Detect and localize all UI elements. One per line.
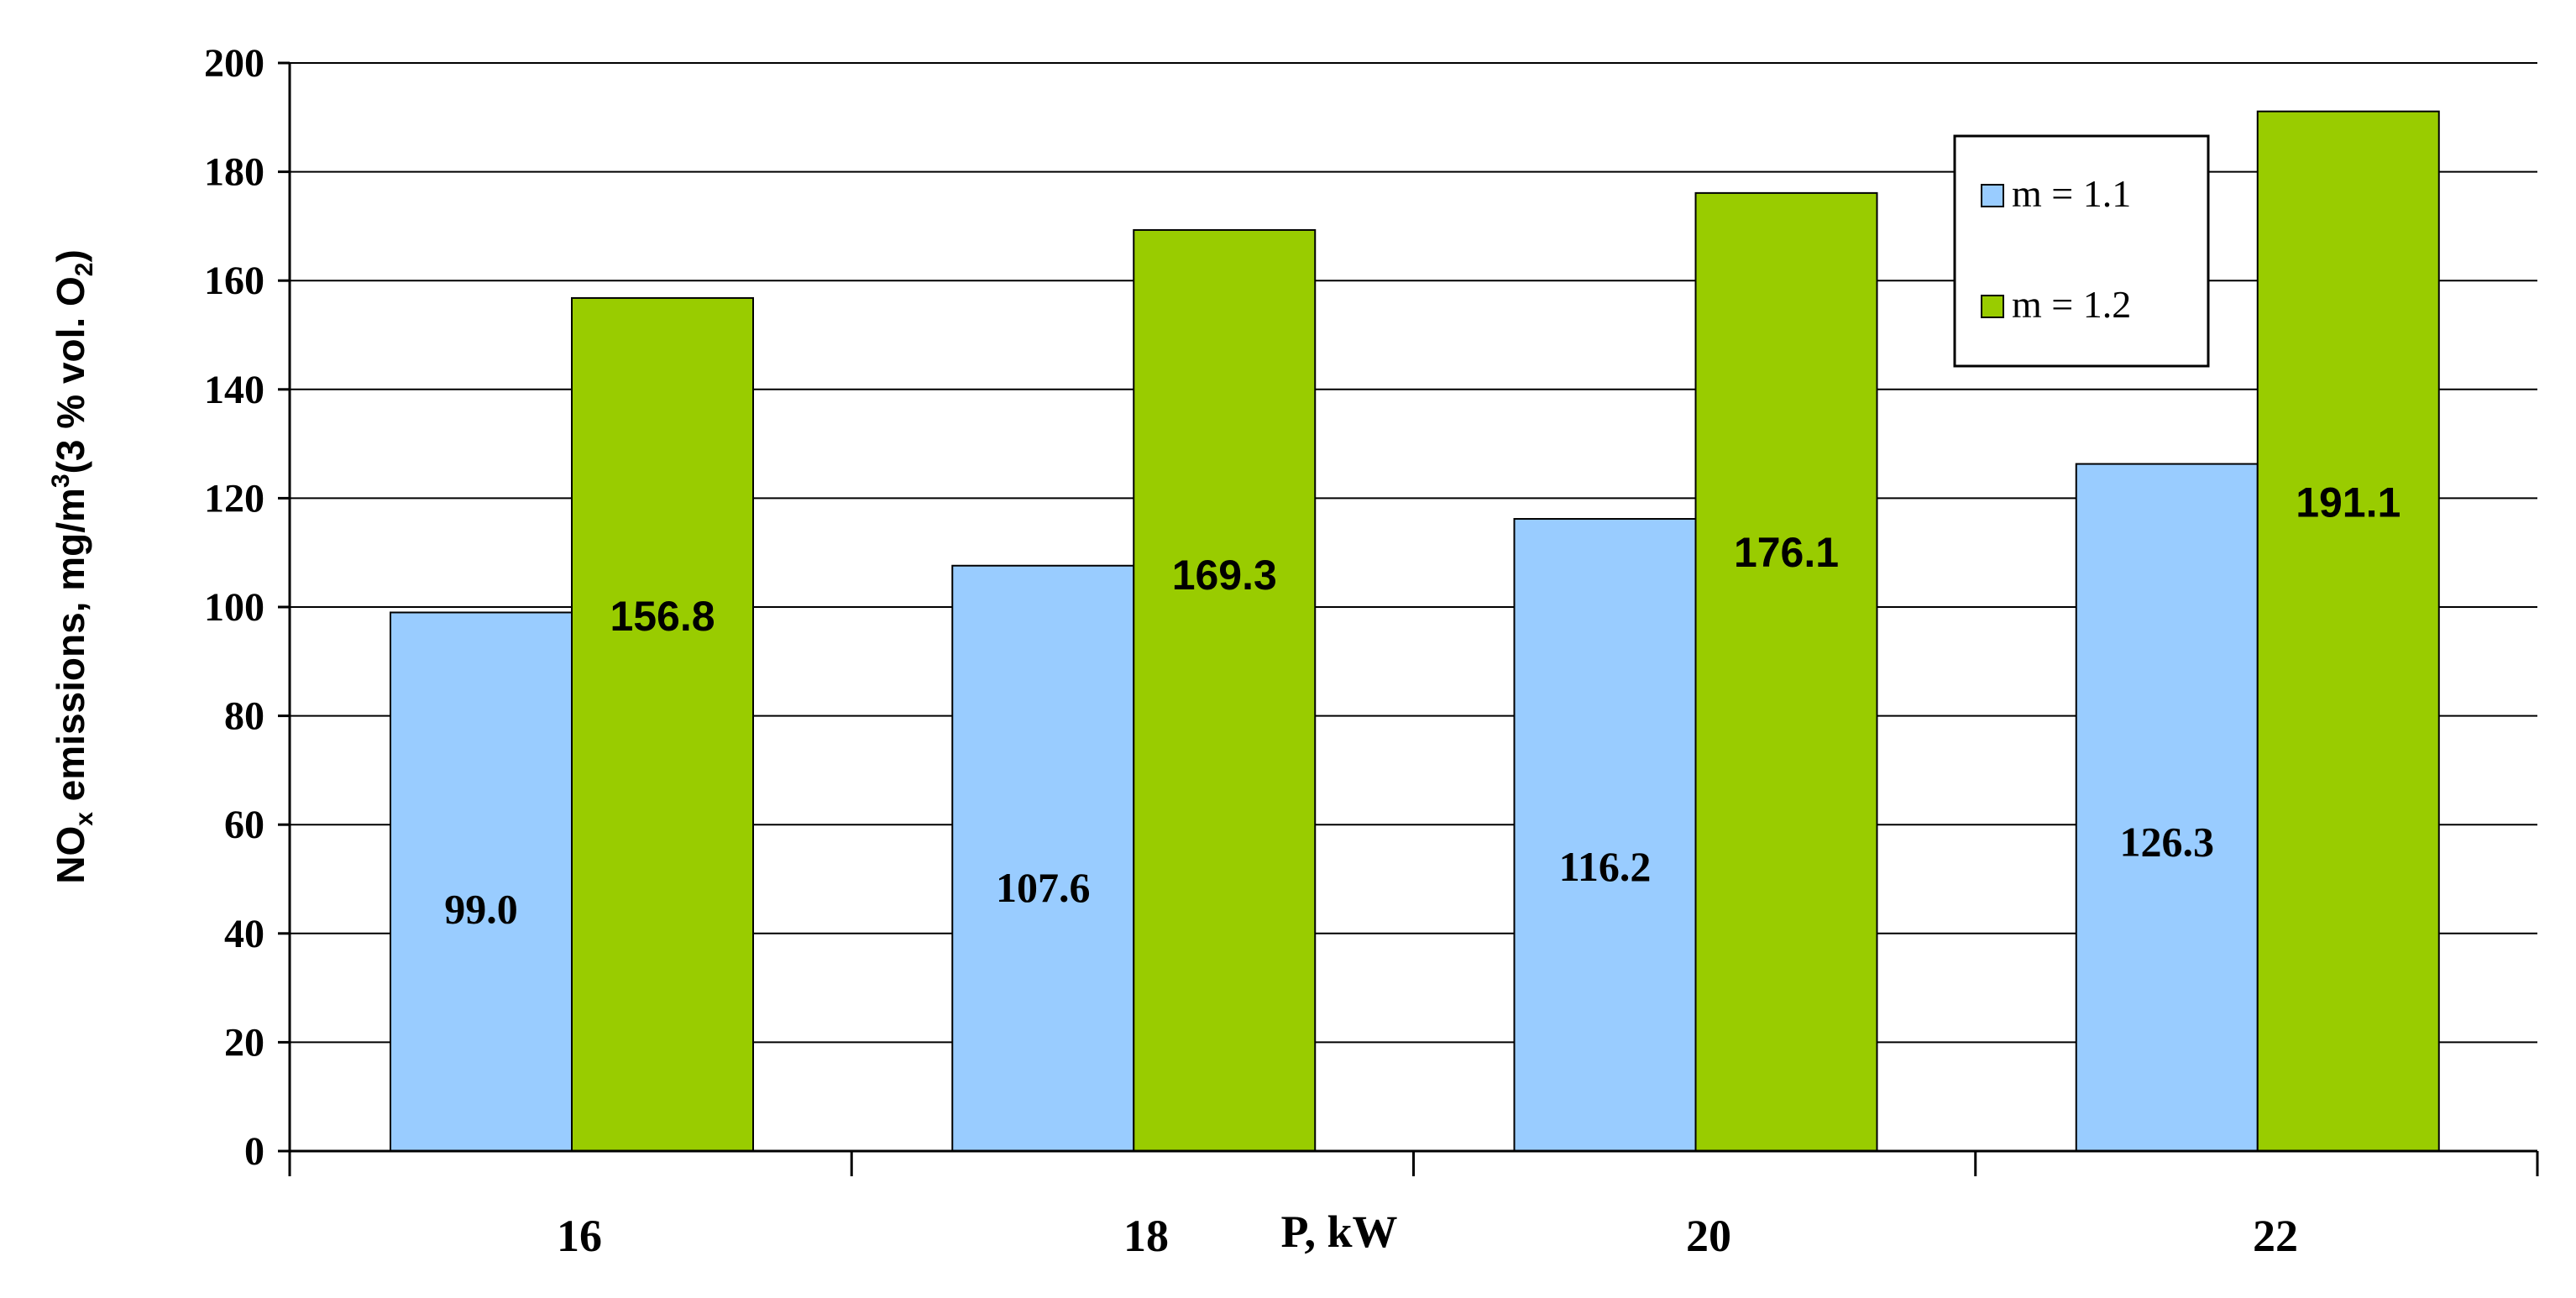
y-tick-label: 80: [224, 694, 264, 739]
legend-box: [1953, 134, 2210, 368]
y-tick-label: 140: [204, 368, 264, 412]
legend-swatch-m-1-1: [1981, 184, 2004, 207]
legend: m = 1.1 m = 1.2: [1953, 134, 2210, 368]
legend-label-m-1-2: m = 1.2: [2012, 283, 2131, 326]
y-tick-label: 120: [204, 476, 264, 521]
y-axis-label-sub1: x: [71, 812, 98, 826]
y-tick-label: 60: [224, 803, 264, 847]
data-label-m-1-1-20: 116.2: [1559, 843, 1652, 890]
axes: [278, 61, 2539, 1176]
bar-m-1-1-16: [390, 611, 573, 1152]
legend-swatch-m-1-2: [1981, 295, 2004, 318]
data-label-m-1-2-18: 169.3: [1172, 552, 1277, 599]
bar-m-1-1-20: [1513, 518, 1697, 1152]
y-axis-label-part4: ): [49, 249, 92, 262]
data-label-m-1-1-22: 126.3: [2120, 819, 2215, 866]
bar-m-1-2-20: [1694, 191, 1878, 1153]
legend-label-m-1-1: m = 1.1: [2012, 172, 2131, 215]
y-tick-label: 180: [204, 150, 264, 195]
bar-m-1-2-18: [1133, 228, 1317, 1152]
x-tick-label-22: 22: [2253, 1211, 2298, 1261]
data-label-m-1-2-20: 176.1: [1734, 529, 1839, 576]
y-tick-label: 200: [204, 41, 264, 86]
bar-m-1-2-16: [571, 296, 754, 1153]
y-tick-label: 20: [224, 1020, 264, 1065]
y-tick-label: 160: [204, 259, 264, 303]
x-axis-label: P, kW: [1280, 1206, 1397, 1257]
data-label-m-1-1-16: 99.0: [444, 885, 518, 932]
y-axis-label-part3: (3 % vol. O: [49, 276, 92, 474]
y-axis-label-part1: NO: [49, 826, 92, 884]
x-tick-labels: 16 18 20 22: [557, 1211, 2298, 1261]
y-tick-label: 0: [244, 1129, 264, 1174]
y-axis-label-sub2: 2: [71, 263, 98, 277]
bar-m-1-1-18: [951, 564, 1135, 1152]
y-tick-label: 40: [224, 912, 264, 956]
y-axis-label-sup: 3: [47, 474, 75, 488]
bars: [390, 110, 2440, 1153]
x-tick-label-16: 16: [557, 1211, 602, 1261]
bar-m-1-2-22: [2256, 110, 2440, 1152]
y-tick-labels: 0 20 40 60 80 100 120 140 160 180 200: [204, 41, 264, 1174]
x-tick-label-18: 18: [1123, 1211, 1169, 1261]
data-labels: 99.0 156.8 107.6 169.3 116.2 176.1 126.3 191.1: [444, 479, 2401, 933]
y-tick-label: 100: [204, 585, 264, 630]
data-label-m-1-2-22: 191.1: [2296, 479, 2401, 526]
data-label-m-1-1-18: 107.6: [996, 864, 1091, 911]
data-label-m-1-2-16: 156.8: [610, 593, 715, 640]
y-axis-label: NOx emissions, mg/m3(3 % vol. O2): [47, 249, 98, 884]
x-tick-label-20: 20: [1686, 1211, 1731, 1261]
bar-m-1-1-22: [2075, 463, 2259, 1152]
y-axis-label-part2: emissions, mg/m: [49, 488, 92, 812]
